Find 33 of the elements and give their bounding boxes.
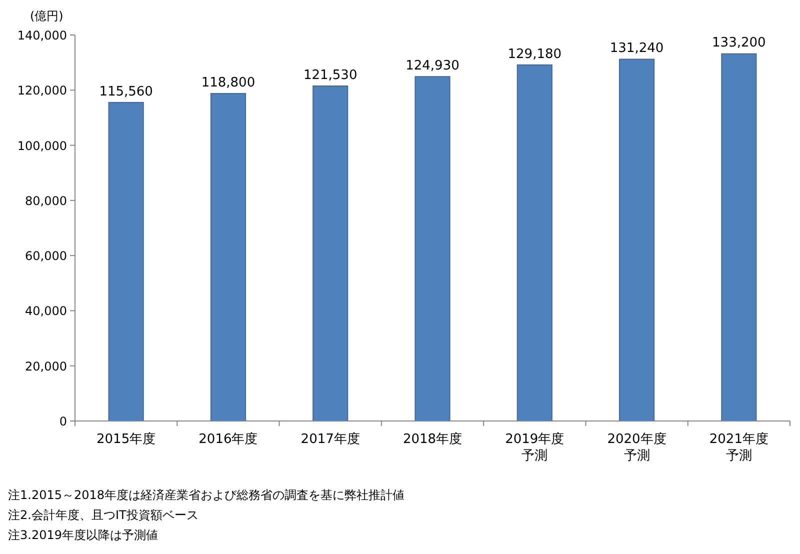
- y-tick-label: 0: [59, 414, 67, 428]
- data-label: 133,200: [712, 36, 766, 51]
- bar: [721, 53, 757, 422]
- x-tick-label: 2015年度: [96, 431, 156, 447]
- y-tick-label: 20,000: [25, 359, 67, 374]
- y-tick-label: 40,000: [25, 304, 67, 318]
- y-tick-label: 140,000: [17, 28, 67, 42]
- x-tick-label: 2021年度予測: [709, 431, 768, 464]
- bar: [312, 86, 348, 422]
- data-label: 115,560: [99, 84, 153, 100]
- y-tick-label: 60,000: [25, 249, 67, 264]
- y-tick-label: 100,000: [17, 138, 67, 153]
- data-label: 121,530: [303, 68, 358, 83]
- x-tick-label: 2018年度: [402, 431, 462, 447]
- x-tick-label: 2016年度: [198, 431, 258, 447]
- bar: [414, 76, 450, 422]
- x-tick-label: 2019年度予測: [505, 431, 564, 464]
- y-tick-label: 120,000: [17, 84, 67, 98]
- bar: [108, 102, 144, 422]
- bar: [619, 58, 655, 422]
- y-axis-title: (億円): [30, 9, 64, 23]
- y-tick-label: 80,000: [25, 194, 67, 208]
- data-label: 124,930: [406, 58, 460, 74]
- text: 注3.2019年度以降は予測値: [8, 528, 158, 542]
- bar: [516, 64, 552, 422]
- x-tick-label: 2020年度予測: [607, 431, 666, 464]
- data-label: 118,800: [201, 75, 256, 90]
- text: 注2.会計年度、且つIT投資額ベース: [8, 508, 198, 522]
- text: 注1.2015～2018年度は経済産業省および総務省の調査を基に弊社推計値: [8, 488, 405, 502]
- data-label: 131,240: [610, 41, 664, 56]
- bar: [210, 93, 246, 422]
- x-tick-label: 2017年度: [300, 431, 360, 447]
- data-label: 129,180: [508, 46, 562, 62]
